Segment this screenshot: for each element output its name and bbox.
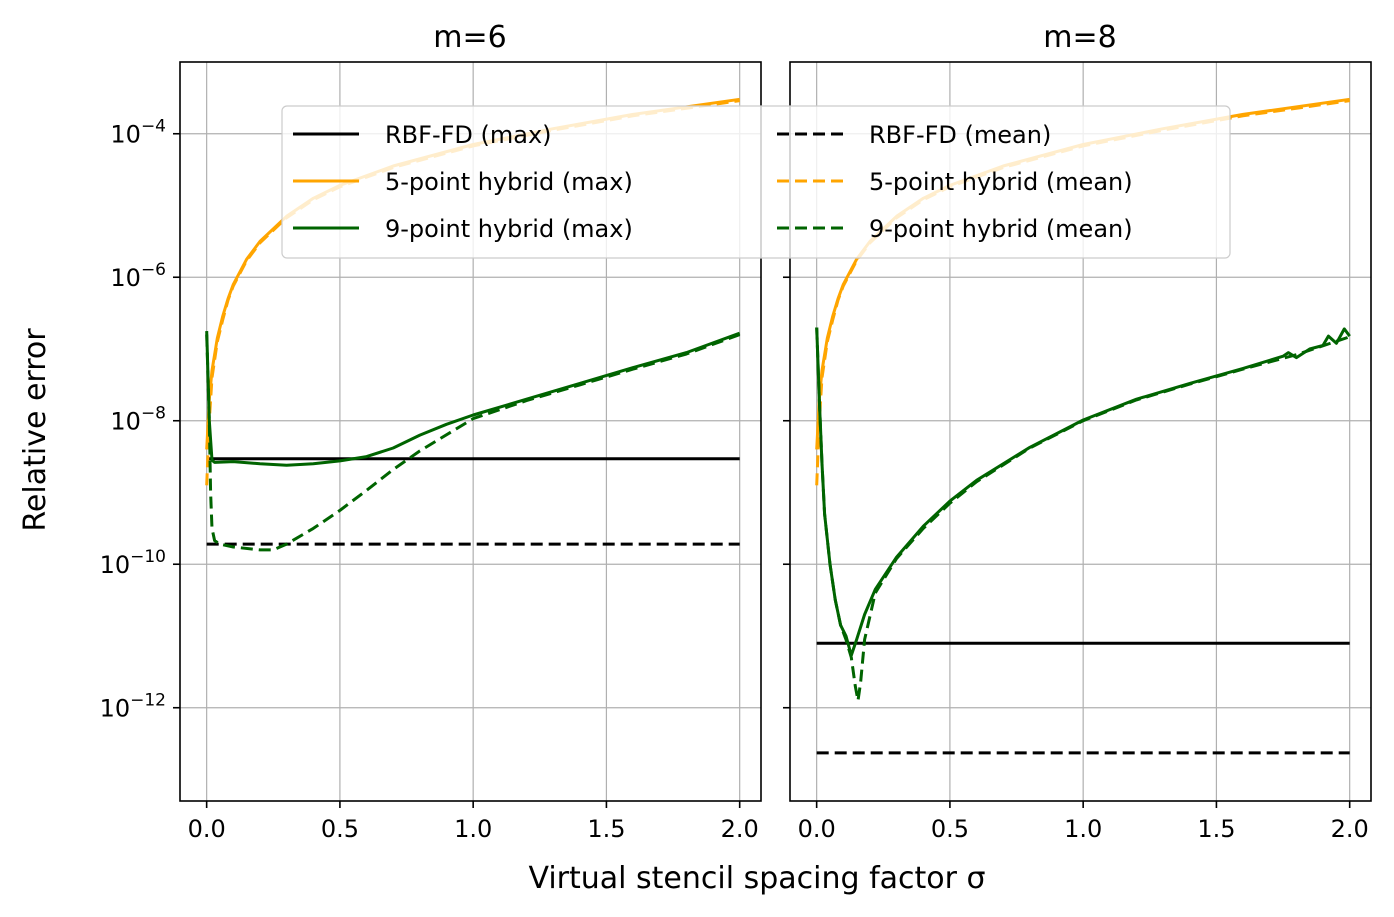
x-tick-label: 0.0 xyxy=(798,815,836,843)
plot-frame xyxy=(789,61,1372,802)
x-tick-label: 0.5 xyxy=(321,815,359,843)
series-line-5-point-hybrid-mean xyxy=(205,99,740,486)
legend-label-rbf-fd-max: RBF-FD (max) xyxy=(385,121,552,149)
series-line-9-point-hybrid-mean xyxy=(205,333,741,552)
x-tick-label: 0.0 xyxy=(188,815,226,843)
legend-label-5-point-hybrid-max: 5-point hybrid (max) xyxy=(385,168,633,196)
x-tick-label: 2.0 xyxy=(721,815,759,843)
plot-frame xyxy=(179,61,762,802)
y-tick-label: 10−4 xyxy=(110,117,166,149)
y-tick-label: 10−10 xyxy=(100,547,166,579)
x-tick-label: 2.0 xyxy=(1331,815,1369,843)
x-tick-label: 1.5 xyxy=(587,815,625,843)
y-axis-label: Relative error xyxy=(18,328,53,532)
y-tick-label: 10−12 xyxy=(100,691,166,723)
y-tick-label: 10−6 xyxy=(110,260,166,292)
x-tick-label: 1.5 xyxy=(1197,815,1235,843)
panel-title-m8: m=8 xyxy=(1043,20,1116,55)
y-tick-label: 10−8 xyxy=(110,404,166,436)
legend: RBF-FD (max) RBF-FD (mean) 5-point hybrid … xyxy=(281,105,1231,259)
legend-box xyxy=(281,105,1231,259)
x-tick-label: 1.0 xyxy=(454,815,492,843)
series-line-9-point-hybrid-mean xyxy=(815,327,1351,703)
x-tick-label: 0.5 xyxy=(931,815,969,843)
panel-title-m6: m=6 xyxy=(433,20,506,55)
legend-label-rbf-fd-mean: RBF-FD (mean) xyxy=(869,121,1051,149)
legend-label-5-point-hybrid-mean: 5-point hybrid (mean) xyxy=(869,168,1133,196)
legend-label-9-point-hybrid-max: 9-point hybrid (max) xyxy=(385,215,633,243)
x-tick-label: 1.0 xyxy=(1064,815,1102,843)
x-axis-label: Virtual stencil spacing factor σ xyxy=(528,861,985,896)
legend-label-9-point-hybrid-mean: 9-point hybrid (mean) xyxy=(869,215,1133,243)
